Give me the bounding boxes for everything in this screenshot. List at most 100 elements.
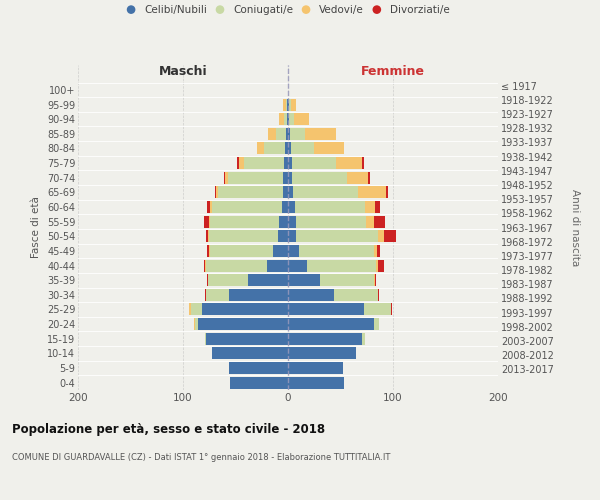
Bar (374, 274, 375, 286)
Bar (314, 142, 344, 154)
Bar (288, 260, 307, 272)
Legend: Celibi/Nubili, Coniugati/e, Vedovi/e, Divorziati/e: Celibi/Nubili, Coniugati/e, Vedovi/e, Di… (127, 5, 449, 15)
Bar (283, 186, 288, 198)
Bar (205, 289, 206, 301)
Bar (289, 113, 295, 125)
Bar (295, 201, 365, 213)
Bar (292, 172, 347, 183)
Bar (293, 186, 358, 198)
Bar (375, 274, 376, 286)
Bar (374, 318, 379, 330)
Bar (277, 230, 288, 242)
Bar (377, 245, 380, 257)
Bar (204, 260, 205, 272)
Bar (320, 274, 374, 286)
Bar (368, 172, 370, 183)
Bar (286, 98, 287, 110)
Bar (283, 98, 286, 110)
Y-axis label: Anni di nascita: Anni di nascita (571, 189, 580, 266)
Bar (334, 289, 379, 301)
Bar (204, 216, 209, 228)
Bar (209, 216, 210, 228)
Bar (295, 113, 309, 125)
Bar (230, 376, 288, 388)
Bar (285, 142, 288, 154)
Bar (374, 216, 385, 228)
Bar (286, 128, 288, 140)
Bar (305, 128, 337, 140)
Bar (296, 230, 379, 242)
Bar (288, 142, 291, 154)
Bar (288, 333, 361, 345)
Text: COMUNE DI GUARDAVALLE (CZ) - Dati ISTAT 1° gennaio 2018 - Elaborazione TUTTITALI: COMUNE DI GUARDAVALLE (CZ) - Dati ISTAT … (12, 452, 391, 462)
Bar (358, 186, 386, 198)
Bar (361, 333, 365, 345)
Bar (290, 128, 305, 140)
Bar (289, 98, 291, 110)
Y-axis label: Fasce di età: Fasce di età (31, 196, 41, 258)
Bar (292, 157, 337, 169)
Bar (288, 362, 343, 374)
Bar (391, 304, 392, 316)
Bar (212, 348, 288, 360)
Bar (288, 304, 364, 316)
Bar (267, 260, 288, 272)
Text: Popolazione per età, sesso e stato civile - 2018: Popolazione per età, sesso e stato civil… (12, 422, 325, 436)
Bar (282, 201, 288, 213)
Bar (211, 216, 278, 228)
Bar (361, 157, 364, 169)
Bar (210, 201, 212, 213)
Bar (366, 216, 374, 228)
Bar (209, 230, 277, 242)
Text: Femmine: Femmine (361, 65, 425, 78)
Bar (288, 172, 292, 183)
Bar (228, 172, 283, 183)
Bar (386, 186, 388, 198)
Bar (287, 98, 288, 110)
Bar (365, 201, 375, 213)
Bar (206, 260, 267, 272)
Bar (288, 216, 296, 228)
Bar (288, 376, 344, 388)
Bar (206, 333, 288, 345)
Bar (190, 304, 191, 316)
Bar (287, 113, 288, 125)
Bar (383, 230, 396, 242)
Bar (244, 157, 284, 169)
Bar (288, 157, 292, 169)
Bar (205, 333, 206, 345)
Bar (211, 245, 274, 257)
Bar (191, 304, 202, 316)
Bar (379, 260, 383, 272)
Bar (375, 201, 380, 213)
Bar (248, 274, 288, 286)
Bar (193, 318, 194, 330)
Bar (283, 172, 288, 183)
Bar (207, 201, 210, 213)
Bar (202, 304, 288, 316)
Bar (347, 172, 368, 183)
Bar (284, 113, 287, 125)
Bar (291, 142, 314, 154)
Bar (218, 186, 283, 198)
Bar (207, 245, 209, 257)
Bar (264, 142, 285, 154)
Bar (206, 230, 208, 242)
Bar (288, 289, 334, 301)
Bar (288, 274, 320, 286)
Bar (208, 274, 248, 286)
Bar (239, 157, 244, 169)
Bar (296, 216, 366, 228)
Bar (229, 289, 288, 301)
Bar (278, 113, 284, 125)
Bar (291, 98, 296, 110)
Bar (284, 157, 288, 169)
Bar (274, 245, 288, 257)
Bar (207, 274, 208, 286)
Bar (257, 142, 264, 154)
Bar (379, 230, 383, 242)
Bar (337, 157, 361, 169)
Bar (208, 230, 209, 242)
Bar (288, 98, 289, 110)
Bar (224, 172, 225, 183)
